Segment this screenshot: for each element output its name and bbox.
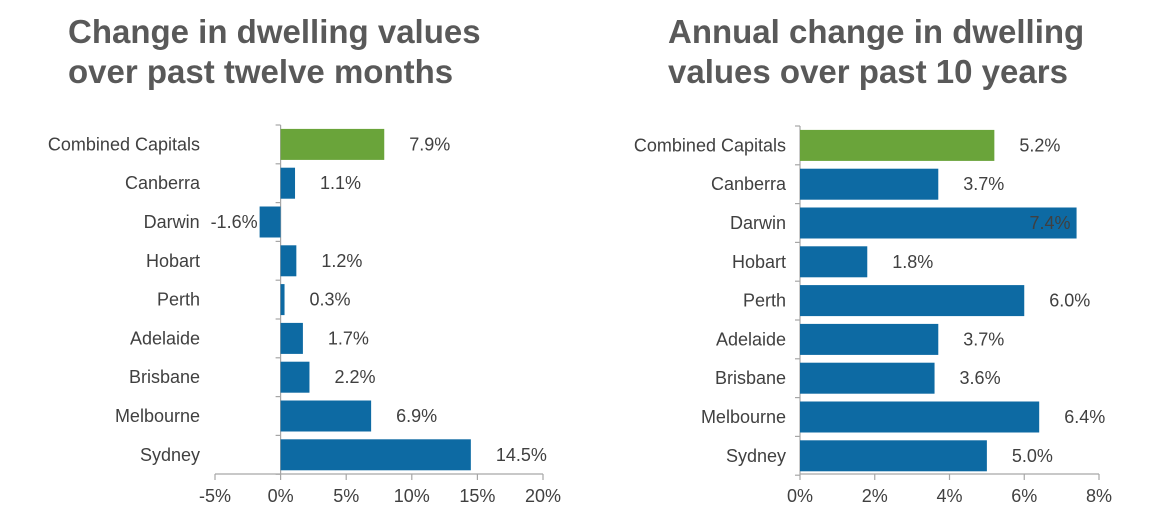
right-bar-canberra <box>800 168 939 200</box>
left-category-label-combined-capitals: Combined Capitals <box>48 134 200 154</box>
right-category-label-perth: Perth <box>743 291 786 311</box>
right-bar-adelaide <box>800 323 939 355</box>
right-x-tick-label: 2% <box>862 486 888 506</box>
left-category-label-darwin: Darwin <box>144 212 200 232</box>
left-value-label-canberra: 1.1% <box>320 173 361 193</box>
left-x-tick-label: 5% <box>333 486 359 506</box>
chart-ten-years: 0% 2% 4% 6% 8% Combined Capitals 5.2% Canberra 3… <box>634 125 1112 506</box>
right-value-label-combined-capitals: 5.2% <box>1019 135 1060 155</box>
left-value-label-sydney: 14.5% <box>496 445 547 465</box>
left-category-label-sydney: Sydney <box>140 445 200 465</box>
right-category-label-brisbane: Brisbane <box>715 368 786 388</box>
right-bar-brisbane <box>800 362 935 394</box>
left-bar-adelaide <box>280 322 303 354</box>
left-bar-combined-capitals <box>280 128 385 160</box>
left-value-label-melbourne: 6.9% <box>396 406 437 426</box>
left-category-label-hobart: Hobart <box>146 251 200 271</box>
left-bar-brisbane <box>280 361 310 393</box>
right-x-tick-label: 6% <box>1011 486 1037 506</box>
left-bar-darwin <box>259 206 281 238</box>
right-value-label-perth: 6.0% <box>1049 291 1090 311</box>
chart-title-right-line-1: Annual change in dwelling <box>668 13 1085 50</box>
left-x-tick-label: 15% <box>459 486 495 506</box>
right-bar-hobart <box>800 246 868 278</box>
left-value-label-darwin: -1.6% <box>211 212 258 232</box>
right-category-label-canberra: Canberra <box>711 174 787 194</box>
chart-twelve-months: -5% 0% 5% 10% 15% 20% Combined Capitals 7.9% Can… <box>48 124 561 506</box>
right-value-label-melbourne: 6.4% <box>1064 407 1105 427</box>
left-bar-sydney <box>280 439 471 471</box>
right-category-label-sydney: Sydney <box>726 446 786 466</box>
left-category-label-perth: Perth <box>157 290 200 310</box>
right-category-label-combined-capitals: Combined Capitals <box>634 135 786 155</box>
right-value-label-adelaide: 3.7% <box>963 329 1004 349</box>
left-category-label-melbourne: Melbourne <box>115 406 200 426</box>
right-value-label-hobart: 1.8% <box>892 252 933 272</box>
right-value-label-darwin: 7.4% <box>1030 213 1071 233</box>
left-x-tick-label: -5% <box>199 486 231 506</box>
left-value-label-combined-capitals: 7.9% <box>409 134 450 154</box>
right-value-label-sydney: 5.0% <box>1012 446 1053 466</box>
chart-title-left-line-1: Change in dwelling values <box>68 13 481 50</box>
right-category-label-hobart: Hobart <box>732 252 786 272</box>
left-value-label-adelaide: 1.7% <box>328 328 369 348</box>
right-value-label-canberra: 3.7% <box>963 174 1004 194</box>
left-value-label-perth: 0.3% <box>310 290 351 310</box>
right-category-label-adelaide: Adelaide <box>716 329 786 349</box>
right-category-label-melbourne: Melbourne <box>701 407 786 427</box>
left-bar-melbourne <box>280 400 372 432</box>
right-x-tick-label: 8% <box>1086 486 1112 506</box>
left-x-tick-label: 10% <box>394 486 430 506</box>
left-category-label-brisbane: Brisbane <box>129 367 200 387</box>
left-bar-hobart <box>280 245 297 277</box>
chart-title-left: Change in dwelling values over past twel… <box>68 12 568 92</box>
right-bar-perth <box>800 285 1025 317</box>
chart-title-right-line-2: values over past 10 years <box>668 53 1068 90</box>
chart-title-left-line-2: over past twelve months <box>68 53 454 90</box>
left-x-tick-label: 0% <box>268 486 294 506</box>
right-bar-combined-capitals <box>800 129 995 161</box>
left-value-label-brisbane: 2.2% <box>334 367 375 387</box>
right-bar-melbourne <box>800 401 1040 433</box>
right-x-tick-label: 4% <box>936 486 962 506</box>
left-category-label-canberra: Canberra <box>125 173 201 193</box>
right-bar-sydney <box>800 440 987 472</box>
left-bar-perth <box>280 284 285 316</box>
left-category-label-adelaide: Adelaide <box>130 328 200 348</box>
right-category-label-darwin: Darwin <box>730 213 786 233</box>
right-x-tick-label: 0% <box>787 486 813 506</box>
left-value-label-hobart: 1.2% <box>321 251 362 271</box>
chart-title-right: Annual change in dwelling values over pa… <box>668 12 1158 92</box>
left-bar-canberra <box>280 167 296 199</box>
left-x-tick-label: 20% <box>525 486 561 506</box>
right-bar-darwin <box>800 207 1077 239</box>
right-value-label-brisbane: 3.6% <box>960 368 1001 388</box>
